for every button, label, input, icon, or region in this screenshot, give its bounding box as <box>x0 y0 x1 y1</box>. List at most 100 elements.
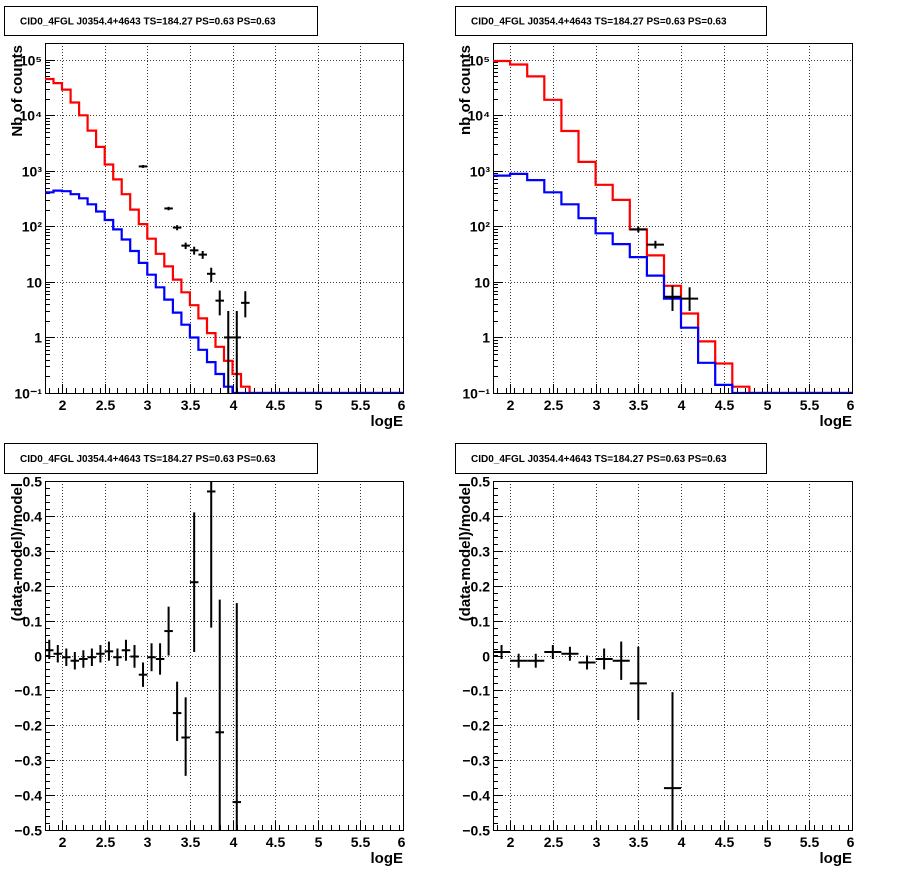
data-point <box>138 165 148 168</box>
chart-title: CID0_4FGL J0354.4+4643 TS=184.27 PS=0.63… <box>471 17 727 28</box>
y-tick-label: −0.5 <box>14 823 42 839</box>
y-axis-title: nb of counts <box>457 45 474 135</box>
x-tick-label: 4.5 <box>715 397 735 413</box>
total-model-line <box>493 59 852 393</box>
plot-frame <box>493 43 853 394</box>
data-point <box>215 599 224 830</box>
x-tick-label: 3 <box>144 834 152 850</box>
x-tick-label: 3 <box>144 397 152 413</box>
x-axis-title: logE <box>820 413 853 430</box>
y-tick-label: 0.2 <box>23 579 43 595</box>
chart-panel-3: CID0_4FGL J0354.4+4643 TS=184.27 PS=0.63… <box>4 443 406 867</box>
grid-lines <box>45 481 403 830</box>
data-point <box>181 242 190 250</box>
x-tick-label: 4.5 <box>266 834 286 850</box>
x-tick-label: 5.5 <box>800 834 820 850</box>
series-layer <box>493 641 682 830</box>
x-tick-label: 5 <box>315 834 323 850</box>
chart-panel-2: CID0_4FGL J0354.4+4643 TS=184.27 PS=0.63… <box>455 6 855 430</box>
data-point <box>164 606 173 656</box>
y-axis-title: (data-model)/model <box>9 483 26 621</box>
x-tick-label: 6 <box>847 834 855 850</box>
series-layer <box>493 59 852 393</box>
x-tick-label: 5 <box>315 397 323 413</box>
x-tick-label: 5 <box>764 397 772 413</box>
y-tick-label: −0.4 <box>14 788 42 804</box>
x-tick-label: 2.5 <box>96 397 116 413</box>
y-tick-label: 0 <box>34 649 42 665</box>
chart-title: CID0_4FGL J0354.4+4643 TS=184.27 PS=0.63… <box>20 17 276 28</box>
data-point <box>510 653 528 668</box>
chart-title: CID0_4FGL J0354.4+4643 TS=184.27 PS=0.63… <box>471 454 727 465</box>
data-point <box>646 240 664 249</box>
data-point <box>130 645 139 668</box>
data-point <box>663 692 682 830</box>
total-model-line <box>45 77 403 393</box>
y-tick-label: 10⁴ <box>20 108 43 124</box>
chart-title-box <box>455 443 767 474</box>
y-tick-label: −0.3 <box>462 753 490 769</box>
data-point <box>241 291 250 318</box>
y-tick-label: 10⁵ <box>468 53 490 69</box>
data-point <box>96 645 105 663</box>
chart-title-box <box>455 6 767 36</box>
data-point <box>198 251 207 259</box>
data-point <box>681 287 699 311</box>
x-tick-label: 2 <box>507 834 515 850</box>
y-axis-title: Nb of counts <box>9 45 26 137</box>
data-point <box>544 645 562 659</box>
y-tick-label: −0.4 <box>462 788 490 804</box>
y-tick-label: 0.5 <box>23 474 43 490</box>
data-point <box>663 285 682 311</box>
chart-title-box <box>4 6 318 36</box>
data-point <box>232 310 242 393</box>
x-tick-label: 3.5 <box>629 397 649 413</box>
y-tick-label: 0.5 <box>471 474 491 490</box>
x-tick-label: 5.5 <box>351 397 371 413</box>
x-tick-label: 6 <box>398 834 406 850</box>
component-model-line <box>493 172 852 393</box>
data-point <box>70 652 80 670</box>
x-tick-label: 4.5 <box>715 834 735 850</box>
y-tick-label: 0.1 <box>471 614 491 630</box>
series-layer <box>45 77 403 393</box>
y-tick-label: −0.5 <box>462 823 490 839</box>
y-tick-label: 10³ <box>470 164 491 180</box>
x-tick-label: 3.5 <box>629 834 649 850</box>
x-tick-label: 4 <box>678 834 686 850</box>
data-point <box>493 645 511 659</box>
x-tick-label: 6 <box>847 397 855 413</box>
data-point <box>79 650 88 668</box>
x-tick-label: 2 <box>59 834 67 850</box>
data-point <box>224 310 233 393</box>
x-tick-label: 3 <box>593 834 601 850</box>
data-point <box>113 648 122 666</box>
y-tick-label: 10⁻¹ <box>14 386 42 402</box>
y-tick-label: 0.4 <box>23 509 43 525</box>
data-point <box>45 639 54 659</box>
data-point <box>172 225 182 231</box>
y-tick-label: 10 <box>26 275 42 291</box>
x-tick-label: 5.5 <box>800 397 820 413</box>
y-tick-label: 1 <box>482 330 490 346</box>
data-point <box>181 697 190 776</box>
data-point <box>629 226 647 233</box>
data-point <box>232 603 242 830</box>
data-point <box>87 648 97 666</box>
data-point <box>595 648 613 670</box>
data-point <box>147 643 156 672</box>
data-point <box>612 641 630 680</box>
x-axis-title: logE <box>371 850 404 867</box>
x-tick-label: 2.5 <box>544 397 564 413</box>
x-tick-label: 5 <box>764 834 772 850</box>
data-point <box>172 681 182 742</box>
data-point <box>138 662 148 687</box>
y-tick-label: 10² <box>22 219 43 235</box>
data-point <box>164 206 173 211</box>
y-tick-label: 10⁵ <box>20 53 42 69</box>
y-tick-label: 10⁴ <box>468 108 491 124</box>
data-point <box>527 653 545 668</box>
x-tick-label: 2 <box>59 397 67 413</box>
x-tick-label: 5.5 <box>351 834 371 850</box>
